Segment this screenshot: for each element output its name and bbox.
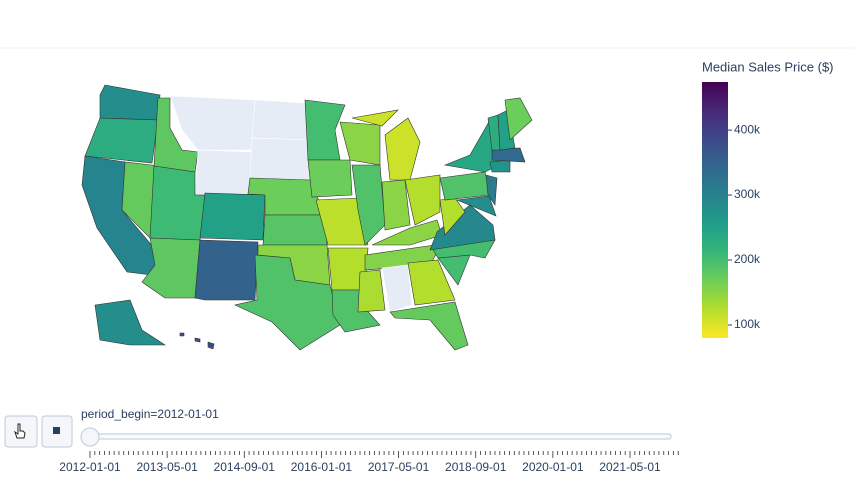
state (251, 99, 309, 141)
state (381, 179, 411, 231)
stop-icon (53, 427, 60, 434)
state (381, 264, 413, 313)
state (99, 84, 161, 121)
colorbar-tick-label: 300k (734, 187, 761, 201)
state (351, 164, 386, 246)
stop-button[interactable] (41, 415, 73, 448)
slider-tick-label: 2017-05-01 (368, 460, 430, 474)
state (455, 195, 497, 217)
state (389, 301, 469, 351)
state (497, 109, 516, 151)
colorbar-title: Median Sales Price ($) (702, 59, 834, 74)
state (429, 204, 496, 251)
state (371, 219, 443, 246)
map (81, 84, 533, 351)
colorbar-tick-label: 200k (734, 252, 761, 266)
play-button[interactable] (4, 415, 38, 448)
state (404, 174, 441, 226)
slider-tick-label: 2013-05-01 (136, 460, 198, 474)
slider-handle[interactable] (80, 427, 100, 447)
colorbar-tick-label: 100k (734, 317, 761, 331)
slider-current-label: period_begin=2012-01-01 (81, 407, 219, 421)
state (315, 197, 369, 246)
state (194, 149, 253, 199)
slider-tick-label: 2016-01-01 (291, 460, 353, 474)
state (485, 174, 498, 206)
state (179, 332, 215, 350)
hand-icon (14, 423, 26, 439)
state (169, 95, 256, 151)
slider-ticks: 2012-01-01 2013-05-01 2014-09-01 2016-01-01… (59, 451, 679, 474)
state (84, 117, 159, 164)
slider-tick-label: 2012-01-01 (59, 460, 121, 474)
state (234, 254, 341, 351)
slider-track (85, 433, 672, 440)
state (439, 171, 491, 201)
state (262, 214, 328, 246)
state (339, 121, 381, 166)
colorbar (702, 82, 728, 338)
slider-tick-label: 2014-09-01 (214, 460, 276, 474)
state (489, 159, 511, 173)
state (249, 137, 311, 181)
state (304, 99, 346, 161)
state (351, 109, 421, 181)
state (357, 269, 386, 313)
state (194, 239, 259, 301)
state (94, 299, 167, 346)
slider-tick-label: 2020-01-01 (522, 460, 584, 474)
state (307, 159, 353, 198)
slider-tick-label: 2021-05-01 (599, 460, 661, 474)
state (199, 192, 266, 241)
state (504, 97, 533, 141)
colorbar-tick-label: 400k (734, 122, 761, 136)
state (407, 259, 456, 306)
slider-tick-label: 2018-09-01 (445, 460, 507, 474)
